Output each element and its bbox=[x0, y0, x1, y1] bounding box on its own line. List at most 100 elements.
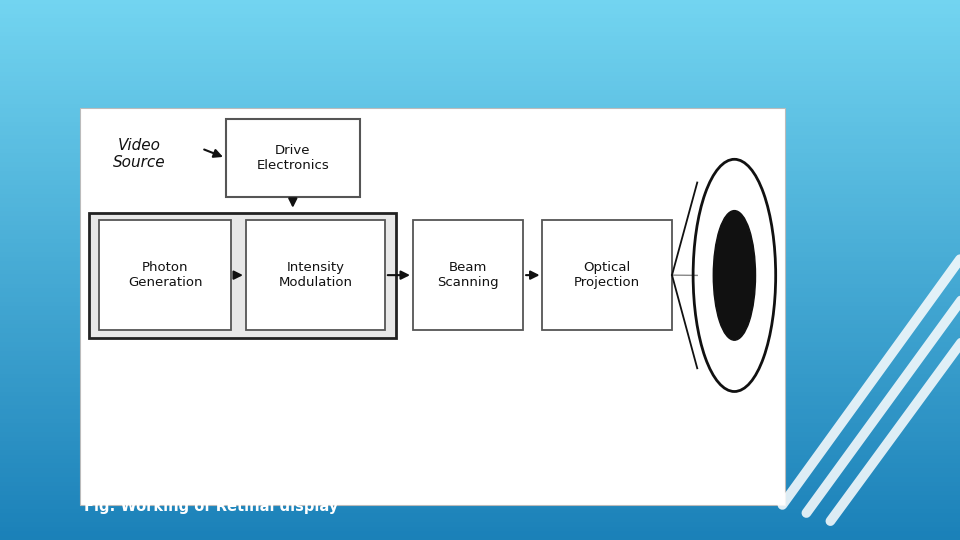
Bar bbox=[0, 301, 960, 306]
Bar bbox=[0, 139, 960, 144]
Bar bbox=[0, 135, 960, 139]
Bar bbox=[0, 432, 960, 436]
Bar bbox=[80, 108, 785, 505]
Ellipse shape bbox=[693, 159, 776, 392]
Bar bbox=[0, 112, 960, 117]
Bar bbox=[0, 171, 960, 176]
Bar bbox=[0, 104, 960, 108]
Bar bbox=[226, 119, 360, 197]
Bar bbox=[0, 369, 960, 374]
Bar bbox=[0, 4, 960, 9]
Bar bbox=[413, 220, 523, 330]
Bar bbox=[99, 220, 231, 330]
Bar bbox=[0, 63, 960, 68]
Bar bbox=[0, 378, 960, 382]
Bar bbox=[542, 220, 672, 330]
Bar bbox=[0, 405, 960, 409]
Bar bbox=[0, 382, 960, 387]
Bar bbox=[0, 279, 960, 284]
Bar bbox=[0, 50, 960, 54]
Bar bbox=[0, 490, 960, 495]
Bar bbox=[0, 45, 960, 50]
Bar bbox=[246, 220, 385, 330]
Bar bbox=[0, 81, 960, 85]
Bar bbox=[0, 333, 960, 338]
Bar bbox=[0, 477, 960, 482]
Bar bbox=[0, 522, 960, 526]
Bar bbox=[0, 531, 960, 536]
Bar bbox=[0, 122, 960, 126]
Bar bbox=[0, 256, 960, 261]
Bar bbox=[0, 472, 960, 477]
Bar bbox=[0, 36, 960, 40]
Bar bbox=[0, 144, 960, 148]
Bar bbox=[0, 428, 960, 432]
Bar bbox=[0, 500, 960, 504]
Bar bbox=[0, 396, 960, 401]
Bar bbox=[0, 230, 960, 234]
Bar bbox=[0, 364, 960, 369]
Bar bbox=[0, 131, 960, 135]
Bar bbox=[0, 468, 960, 472]
Bar bbox=[0, 463, 960, 468]
Bar bbox=[0, 526, 960, 531]
Bar bbox=[0, 310, 960, 315]
Bar bbox=[0, 266, 960, 270]
Bar bbox=[0, 328, 960, 333]
Bar bbox=[0, 536, 960, 540]
Bar bbox=[0, 14, 960, 18]
Bar bbox=[0, 158, 960, 162]
Bar bbox=[0, 509, 960, 513]
Bar bbox=[0, 176, 960, 180]
Bar bbox=[0, 387, 960, 392]
Bar bbox=[0, 85, 960, 90]
Bar bbox=[0, 446, 960, 450]
Bar bbox=[0, 185, 960, 189]
Bar bbox=[0, 126, 960, 131]
Bar bbox=[0, 315, 960, 320]
Bar bbox=[0, 374, 960, 378]
Bar bbox=[0, 220, 960, 225]
Bar bbox=[0, 360, 960, 364]
Bar bbox=[0, 193, 960, 198]
Bar bbox=[0, 108, 960, 112]
Text: Intensity
Modulation: Intensity Modulation bbox=[278, 261, 352, 289]
Bar bbox=[0, 162, 960, 166]
Bar bbox=[0, 198, 960, 202]
Bar bbox=[0, 423, 960, 428]
Bar bbox=[0, 459, 960, 463]
Bar bbox=[0, 324, 960, 328]
Bar bbox=[0, 27, 960, 31]
Bar bbox=[0, 342, 960, 347]
Text: Beam
Scanning: Beam Scanning bbox=[437, 261, 499, 289]
Bar bbox=[0, 355, 960, 360]
Ellipse shape bbox=[713, 211, 756, 340]
Bar bbox=[0, 495, 960, 500]
Bar bbox=[0, 207, 960, 212]
Bar bbox=[0, 347, 960, 351]
Bar bbox=[0, 270, 960, 274]
Text: Optical
Projection: Optical Projection bbox=[574, 261, 640, 289]
Bar bbox=[0, 455, 960, 459]
Bar bbox=[0, 68, 960, 72]
Bar bbox=[0, 90, 960, 94]
Bar bbox=[0, 239, 960, 243]
Bar bbox=[0, 482, 960, 486]
Bar bbox=[0, 58, 960, 63]
Bar bbox=[0, 338, 960, 342]
Bar bbox=[0, 288, 960, 293]
Text: Video
Source: Video Source bbox=[113, 138, 165, 170]
Bar bbox=[0, 216, 960, 220]
Bar bbox=[0, 40, 960, 45]
Bar bbox=[0, 23, 960, 27]
Bar bbox=[0, 234, 960, 239]
Bar bbox=[0, 414, 960, 418]
Bar bbox=[0, 486, 960, 490]
Bar bbox=[0, 274, 960, 279]
Bar bbox=[0, 252, 960, 256]
Bar bbox=[0, 261, 960, 266]
Bar bbox=[0, 436, 960, 441]
Bar bbox=[0, 284, 960, 288]
Bar bbox=[0, 450, 960, 455]
Bar bbox=[0, 117, 960, 122]
